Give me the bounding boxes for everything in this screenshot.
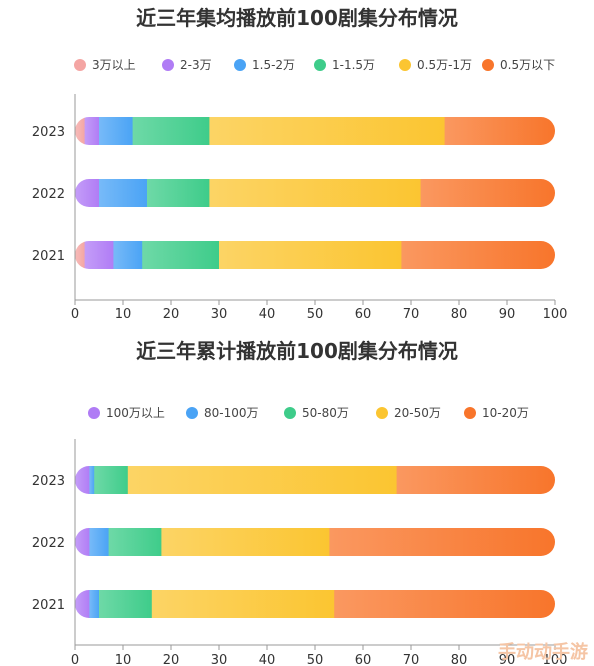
legend-label: 20-50万 (394, 406, 441, 420)
bar-segment (219, 241, 402, 269)
x-tick-label: 10 (115, 653, 132, 666)
legend-label: 0.5万-1万 (417, 58, 472, 72)
bar-segment (209, 179, 422, 207)
bar-segment (334, 590, 555, 618)
bar-segment (89, 528, 110, 556)
bar-segment (209, 117, 446, 145)
legend-label: 100万以上 (106, 406, 165, 420)
bar-segment (84, 117, 100, 145)
bar-segment (75, 528, 90, 556)
category-label: 2021 (32, 249, 65, 264)
legend-swatch (74, 59, 86, 71)
bar-segment (151, 590, 335, 618)
x-tick-label: 0 (71, 307, 79, 322)
category-label: 2023 (32, 125, 65, 140)
x-tick-label: 100 (543, 653, 568, 666)
legend-label: 50-80万 (302, 406, 349, 420)
x-tick-label: 50 (307, 307, 324, 322)
bar-segment (75, 241, 86, 269)
x-tick-label: 90 (499, 653, 516, 666)
category-label: 2022 (32, 187, 65, 202)
bar-segment (444, 117, 555, 145)
legend-swatch (464, 407, 476, 419)
chart-title: 近三年累计播放前100剧集分布情况 (136, 339, 458, 363)
category-label: 2023 (32, 474, 65, 489)
legend-label: 0.5万以下 (500, 58, 555, 72)
x-tick-label: 40 (259, 653, 276, 666)
bar-segment (75, 466, 90, 494)
x-tick-label: 80 (451, 653, 468, 666)
bar-row (75, 466, 555, 494)
bar-row (75, 590, 555, 618)
legend-label: 3万以上 (92, 58, 136, 72)
bar-segment (113, 241, 143, 269)
x-tick-label: 30 (211, 307, 228, 322)
x-tick-label: 60 (355, 653, 372, 666)
x-tick-label: 70 (403, 653, 420, 666)
x-tick-label: 100 (543, 307, 568, 322)
bar-segment (75, 117, 86, 145)
legend-label: 2-3万 (180, 58, 212, 72)
bar-segment (396, 466, 555, 494)
bar-segment (94, 466, 129, 494)
chart-plot-area: 100万以上 80-100万 50-80万 20-50万 10-20万 2023 2022 2… (32, 406, 568, 666)
bar-segment (329, 528, 555, 556)
chart-title: 近三年集均播放前100剧集分布情况 (136, 6, 458, 30)
legend-swatch (88, 407, 100, 419)
x-tick-label: 10 (115, 307, 132, 322)
bar-segment (75, 590, 90, 618)
category-label: 2022 (32, 536, 65, 551)
legend-swatch (314, 59, 326, 71)
bar-segment (161, 528, 330, 556)
bar-segment (132, 117, 210, 145)
bar-segment (108, 528, 162, 556)
x-tick-label: 70 (403, 307, 420, 322)
legend-swatch (376, 407, 388, 419)
bar-row (75, 179, 555, 207)
legend-swatch (234, 59, 246, 71)
legend-swatch (162, 59, 174, 71)
legend-label: 1-1.5万 (332, 58, 375, 72)
legend-label: 80-100万 (204, 406, 259, 420)
bar-segment (420, 179, 555, 207)
bar-segment (75, 179, 100, 207)
legend-swatch (482, 59, 494, 71)
chart-plot-area: 3万以上 2-3万 1.5-2万 1-1.5万 0.5万-1万 0.5万以下2023202… (32, 58, 568, 322)
bar-row (75, 528, 555, 556)
x-tick-label: 20 (163, 653, 180, 666)
bar-segment (99, 117, 134, 145)
x-tick-label: 80 (451, 307, 468, 322)
chart-average-plays: 近三年集均播放前100剧集分布情况 3万以上 2-3万 1.5-2万 1-1.5万 0.… (32, 6, 568, 322)
legend-swatch (399, 59, 411, 71)
chart-cumulative-plays: 近三年累计播放前100剧集分布情况 100万以上 80-100万 50-80万 20-… (0, 333, 594, 666)
x-tick-label: 40 (259, 307, 276, 322)
legend-label: 1.5-2万 (252, 58, 295, 72)
legend-swatch (186, 407, 198, 419)
bar-segment (142, 241, 220, 269)
bar-segment (84, 241, 114, 269)
x-tick-label: 30 (211, 653, 228, 666)
bar-segment (401, 241, 555, 269)
bar-segment (89, 590, 100, 618)
x-tick-label: 60 (355, 307, 372, 322)
x-tick-label: 90 (499, 307, 516, 322)
bar-row (75, 117, 555, 145)
x-tick-label: 50 (307, 653, 324, 666)
x-tick-label: 0 (71, 653, 79, 666)
x-tick-label: 20 (163, 307, 180, 322)
bar-segment (127, 466, 398, 494)
legend-label: 10-20万 (482, 406, 529, 420)
bar-segment (89, 466, 95, 494)
watermark: 手动动手游 (498, 642, 588, 663)
bar-segment (99, 179, 148, 207)
legend-swatch (284, 407, 296, 419)
category-label: 2021 (32, 598, 65, 613)
bar-row (75, 241, 555, 269)
bar-segment (99, 590, 153, 618)
bar-segment (147, 179, 210, 207)
